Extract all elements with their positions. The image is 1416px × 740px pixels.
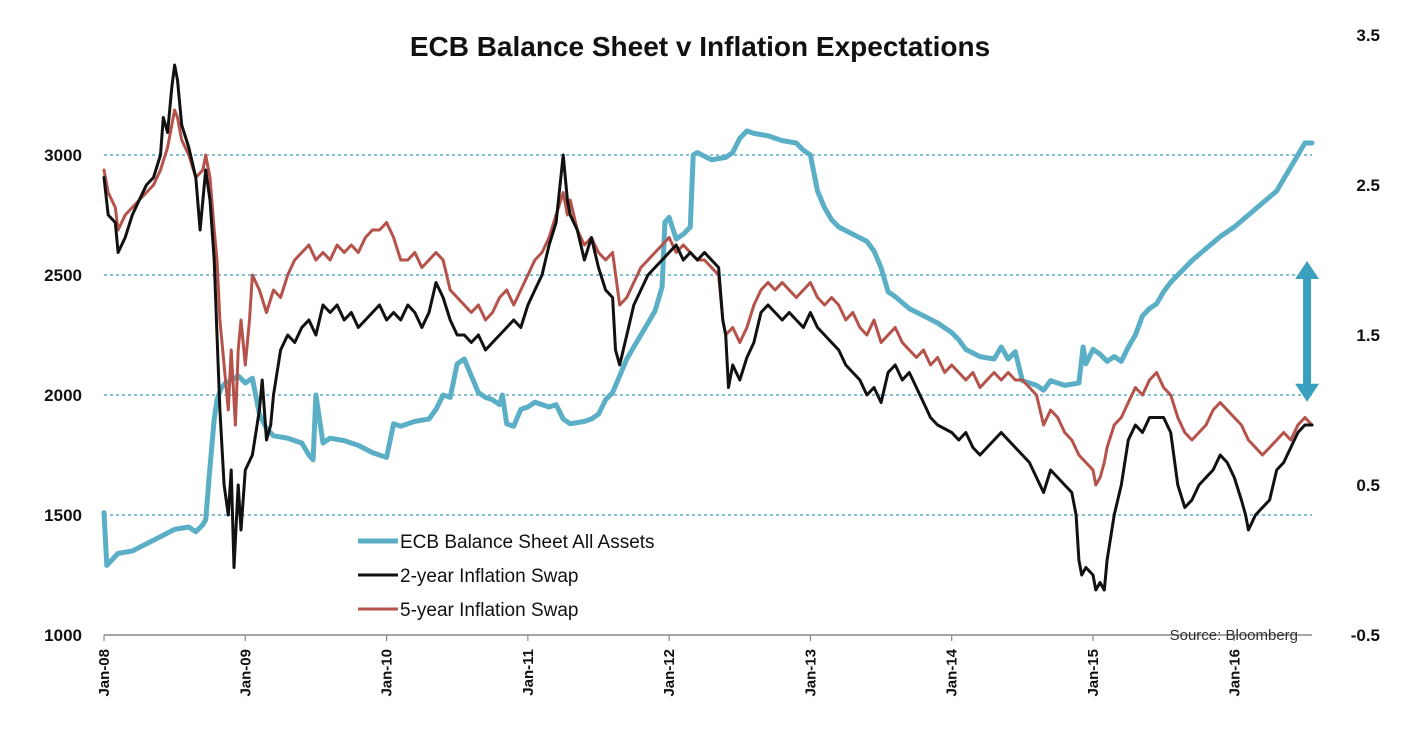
right-tick-label: 3.5 [1356, 26, 1380, 45]
x-tick-label: Jan-12 [661, 649, 678, 697]
series-layer [101, 63, 1315, 592]
left-y-axis-ticks: 1000 1500 2000 2500 3000 [44, 146, 82, 645]
legend-label-5y: 5-year Inflation Swap [400, 600, 579, 621]
left-tick-label: 2000 [44, 386, 82, 405]
chart-title: ECB Balance Sheet v Inflation Expectatio… [410, 31, 990, 62]
right-tick-label: 2.5 [1356, 176, 1380, 195]
series-line-5y-inflation-swap [102, 108, 1314, 487]
x-tick-label: Jan-08 [96, 649, 113, 697]
divergence-arrow [1295, 261, 1320, 402]
series-line-2y-inflation-swap [102, 63, 1314, 592]
right-tick-label: 0.5 [1356, 476, 1380, 495]
legend: ECB Balance Sheet All Assets 2-year Infl… [358, 532, 655, 621]
x-tick-label: Jan-16 [1226, 649, 1243, 697]
arrow-head-down [1295, 383, 1320, 402]
left-tick-label: 2500 [44, 266, 82, 285]
x-tick-label: Jan-09 [237, 649, 254, 697]
x-tick-label: Jan-13 [802, 649, 819, 697]
left-tick-label: 1000 [44, 626, 82, 645]
x-axis-ticks: Jan-08 Jan-09 Jan-10 Jan-11 Jan-12 Jan-13 Jan-… [96, 635, 1243, 697]
right-tick-label: -0.5 [1351, 626, 1380, 645]
left-tick-label: 1500 [44, 506, 82, 525]
legend-label-ecb: ECB Balance Sheet All Assets [400, 532, 655, 553]
x-tick-label: Jan-15 [1085, 649, 1102, 697]
x-tick-label: Jan-11 [520, 649, 537, 696]
right-y-axis-ticks: -0.5 0.5 1.5 2.5 3.5 [1351, 26, 1380, 645]
gridlines [104, 154, 1312, 516]
right-tick-label: 1.5 [1356, 326, 1380, 345]
left-tick-label: 3000 [44, 146, 82, 165]
arrow-head-up [1295, 261, 1320, 279]
x-tick-label: Jan-10 [379, 649, 396, 697]
x-tick-label: Jan-14 [944, 648, 961, 696]
legend-label-2y: 2-year Inflation Swap [400, 566, 579, 587]
source-note: Source: Bloomberg [1170, 627, 1298, 644]
series-line-ecb-balance-sheet [101, 128, 1315, 568]
